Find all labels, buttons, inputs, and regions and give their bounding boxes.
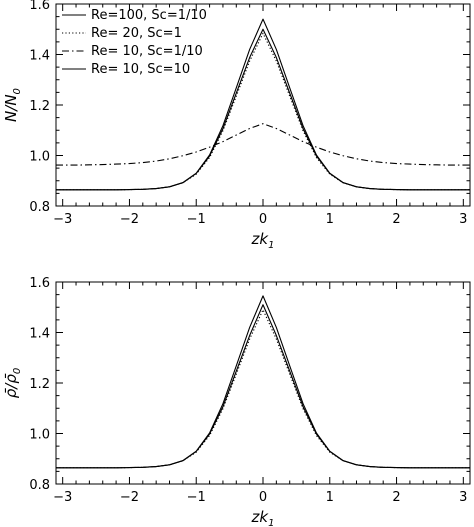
legend-label-2: Re= 20, Sc=1 bbox=[91, 26, 182, 41]
x-tick-label: 2 bbox=[392, 490, 400, 505]
y-tick-label: 1.2 bbox=[29, 377, 50, 392]
legend-label-3: Re= 10, Sc=1/10 bbox=[91, 44, 203, 59]
y-tick-label: 1.6 bbox=[29, 0, 50, 13]
series-line-2 bbox=[56, 309, 470, 469]
x-tick-label: 0 bbox=[259, 490, 267, 505]
top-panel: −3 −2 −1 0 1 2 30.81.01.21.41.6zk1N/N0Re=100, … bbox=[2, 0, 471, 251]
y-tick-label: 0.8 bbox=[29, 478, 50, 493]
x-axis-label-main: zk bbox=[251, 230, 270, 248]
y-tick-label: 1.0 bbox=[29, 428, 50, 443]
y-axis-label: N/N0 bbox=[2, 88, 23, 122]
x-tick-label: −2 bbox=[120, 212, 139, 227]
x-tick-label: 1 bbox=[326, 212, 334, 227]
x-tick-label: −3 bbox=[53, 212, 72, 227]
x-tick-label: −1 bbox=[187, 490, 206, 505]
x-axis-label-subscript: 1 bbox=[268, 518, 274, 527]
y-axis-label-main: N/N bbox=[2, 94, 20, 122]
y-tick-label: 1.2 bbox=[29, 99, 50, 114]
y-tick-label: 1.4 bbox=[29, 327, 50, 342]
plot-frame bbox=[55, 281, 471, 485]
x-axis-label: zk1 bbox=[251, 508, 275, 527]
y-axis-label-main: ρ̄/ρ̄ bbox=[2, 373, 20, 398]
x-axis-label-main: zk bbox=[251, 508, 270, 526]
x-tick-label: −2 bbox=[120, 490, 139, 505]
y-tick-label: 1.0 bbox=[29, 150, 50, 165]
x-tick-label: −3 bbox=[53, 490, 72, 505]
series-line-3 bbox=[56, 123, 470, 166]
x-axis-label-subscript: 1 bbox=[268, 240, 274, 251]
x-tick-label: −1 bbox=[187, 212, 206, 227]
legend-label-1: Re=100, Sc=1/10 bbox=[91, 8, 207, 23]
y-tick-label: 1.4 bbox=[29, 49, 50, 64]
x-tick-label: 2 bbox=[392, 212, 400, 227]
series-line-3 bbox=[56, 304, 470, 469]
series-line-1 bbox=[56, 295, 470, 469]
y-tick-label: 1.6 bbox=[29, 276, 50, 291]
x-axis-label: zk1 bbox=[251, 230, 275, 251]
x-tick-label: 0 bbox=[259, 212, 267, 227]
y-axis-label-subscript: 0 bbox=[12, 368, 23, 374]
y-axis-label-subscript: 0 bbox=[12, 88, 23, 94]
x-tick-label: 3 bbox=[459, 212, 467, 227]
y-axis-label: ρ̄/ρ̄0 bbox=[2, 368, 23, 398]
y-tick-label: 0.8 bbox=[29, 200, 50, 215]
x-tick-label: 1 bbox=[326, 490, 334, 505]
legend-label-4: Re= 10, Sc=10 bbox=[91, 62, 190, 77]
series-line-4 bbox=[56, 28, 470, 191]
series-line-2 bbox=[56, 32, 470, 191]
x-tick-label: 3 bbox=[459, 490, 467, 505]
